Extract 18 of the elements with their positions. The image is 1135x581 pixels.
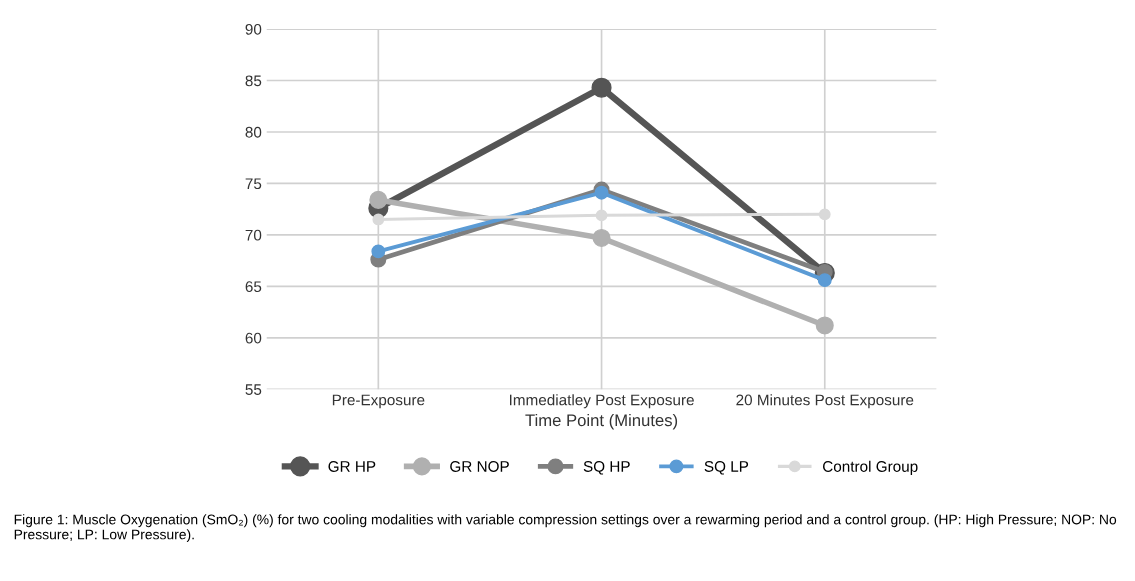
legend-label: GR NOP <box>450 461 509 472</box>
y-tick-label: 60 <box>245 332 262 344</box>
y-tick-label: 80 <box>245 126 262 138</box>
y-tick-label: 55 <box>245 384 262 395</box>
y-tick-label: 85 <box>245 75 262 87</box>
caption: Figure 1: Muscle Oxygenation (SmO₂) (%) for two cooling modalities with variable compression settings over a rewarming period and a control group. (HP: High Pressure; NOP: No Pressure; LP: Low Pressure). <box>14 514 1117 543</box>
x-tick-label: Immediatley Post Exposure <box>509 394 694 409</box>
legend-label: GR HP <box>328 461 376 472</box>
y-tick-label: 75 <box>245 178 262 190</box>
y-tick-label: 70 <box>245 229 262 241</box>
legend-label: SQ HP <box>583 461 630 475</box>
y-tick-label: 65 <box>245 281 262 293</box>
x-tick-label: Pre-Exposure <box>332 394 425 409</box>
legend-label: Control Group <box>823 460 918 475</box>
x-axis-title: Time Point (Minutes) <box>525 413 678 430</box>
x-tick-label: 20 Minutes Post Exposure <box>736 394 914 409</box>
y-tick-label: 90 <box>245 23 262 35</box>
legend-label: SQ LP <box>704 461 749 475</box>
